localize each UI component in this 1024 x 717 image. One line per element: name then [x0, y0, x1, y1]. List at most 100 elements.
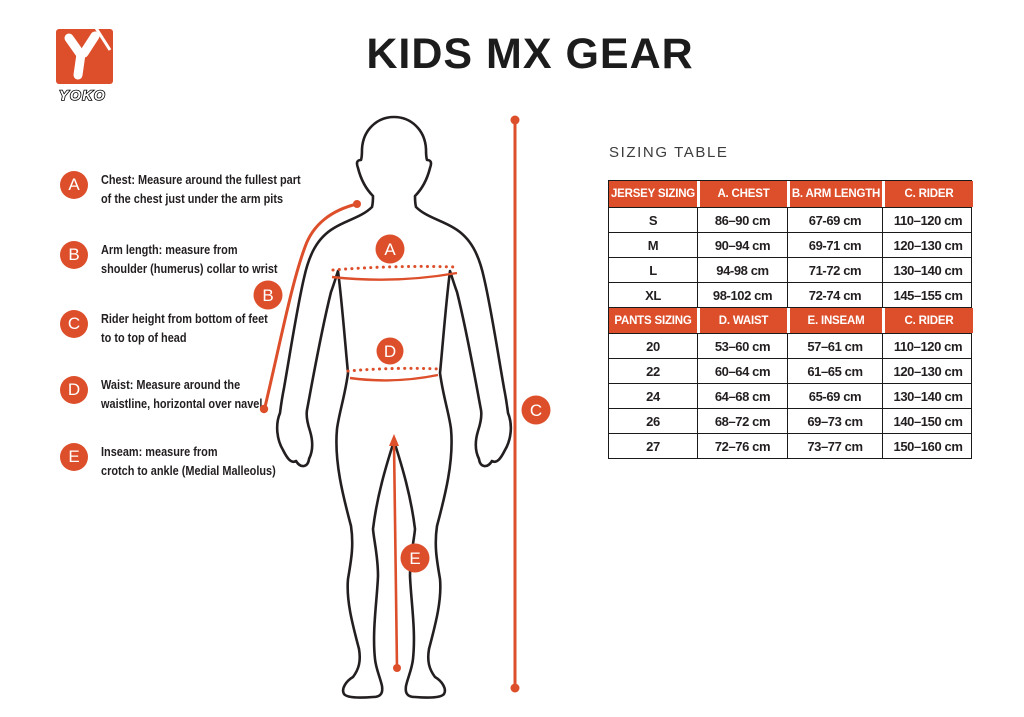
logo-text: YOKO — [59, 87, 106, 103]
legend-item-rider-height: C Rider height from bottom of feet to to… — [60, 309, 300, 347]
table-cell: 90–94 cm — [697, 233, 787, 257]
table-cell: 20 — [646, 339, 660, 354]
table-cell: XL — [645, 288, 661, 303]
table-cell: L — [649, 263, 657, 278]
legend-line: waistline, horizontal over navel — [101, 396, 263, 411]
table-row: XL 98-102 cm 72-74 cm 145–155 cm — [609, 282, 971, 307]
page-title: KIDS MX GEAR — [366, 30, 694, 78]
table-cell: S — [648, 213, 658, 228]
legend-text-rider-height: Rider height from bottom of feet to to t… — [101, 309, 268, 347]
table-cell: 60–64 cm — [697, 359, 787, 383]
table-cell: 120–130 cm — [882, 359, 973, 383]
marker-e-badge: E — [60, 443, 88, 471]
legend-line: Waist: Measure around the — [101, 377, 241, 392]
column-header: B. ARM LENGTH — [787, 181, 882, 207]
table-row: 24 64–68 cm 65-69 cm 130–140 cm — [609, 383, 971, 408]
marker-b-letter: B — [262, 286, 273, 305]
legend-item-arm-length: B Arm length: measure from shoulder (hum… — [60, 240, 311, 278]
column-header: C. RIDER HEIGHT — [882, 181, 973, 207]
table-cell: 73–77 cm — [787, 434, 882, 458]
legend-line: Chest: Measure around the fullest part — [101, 172, 301, 187]
table-cell: 130–140 cm — [882, 384, 973, 408]
chest-solid-line — [331, 271, 458, 281]
table-cell: 72–76 cm — [697, 434, 787, 458]
table-cell: 27 — [646, 439, 660, 454]
marker-d-badge: D — [60, 376, 88, 404]
table-cell: 86–90 cm — [697, 208, 787, 232]
waist-solid-line — [349, 373, 439, 382]
table-cell: 24 — [646, 389, 660, 404]
table-cell: 67-69 cm — [787, 208, 882, 232]
inseam-line — [392, 442, 399, 669]
table-row: L 94-98 cm 71-72 cm 130–140 cm — [609, 257, 971, 282]
marker-b-badge: B — [60, 241, 88, 269]
marker-a-letter: A — [384, 240, 396, 259]
table-cell: 110–120 cm — [882, 334, 973, 358]
marker-e-letter: E — [409, 549, 420, 568]
legend-line: shoulder (humerus) collar to wrist — [101, 261, 278, 276]
column-header: D. WAIST — [697, 308, 787, 333]
marker-d-circle — [376, 337, 404, 365]
column-header: JERSEY SIZING — [609, 181, 697, 207]
table-cell: 69-71 cm — [787, 233, 882, 257]
sizing-table-title: SIZING TABLE — [609, 144, 729, 161]
yoko-logo: YOKO — [56, 27, 113, 104]
column-header: C. RIDER HEIGHT — [882, 308, 973, 333]
marker-a-badge: A — [60, 171, 88, 199]
legend-item-inseam: E Inseam: measure from crotch to ankle (… — [60, 442, 309, 480]
table-cell: 64–68 cm — [697, 384, 787, 408]
table-cell: 130–140 cm — [882, 258, 973, 282]
measurement-endpoints — [259, 115, 520, 693]
pants-header-row: PANTS SIZING D. WAIST E. INSEAM C. RIDER… — [609, 307, 973, 333]
legend-item-chest: A Chest: Measure around the fullest part… — [60, 170, 339, 208]
legend-text-waist: Waist: Measure around the waistline, hor… — [101, 375, 262, 413]
table-row: M 90–94 cm 69-71 cm 120–130 cm — [609, 232, 971, 257]
table-cell: 72-74 cm — [787, 283, 882, 307]
measurement-lines — [263, 120, 517, 688]
table-cell: 120–130 cm — [882, 233, 973, 257]
body-outline — [275, 115, 513, 699]
inseam-arrowhead — [389, 434, 399, 446]
body-measurement-diagram: A B D C E — [253, 115, 551, 699]
table-cell: 71-72 cm — [787, 258, 882, 282]
legend-line: crotch to ankle (Medial Malleolus) — [101, 463, 276, 478]
table-cell: 53–60 cm — [697, 334, 787, 358]
marker-d-letter: D — [384, 342, 396, 361]
marker-c-circle — [521, 395, 551, 425]
legend-text-chest: Chest: Measure around the fullest part o… — [101, 170, 301, 208]
table-cell: 110–120 cm — [882, 208, 973, 232]
table-cell: 94-98 cm — [697, 258, 787, 282]
table-cell: 69–73 cm — [787, 409, 882, 433]
table-cell: 68–72 cm — [697, 409, 787, 433]
table-row: 22 60–64 cm 61–65 cm 120–130 cm — [609, 358, 971, 383]
table-row: 20 53–60 cm 57–61 cm 110–120 cm — [609, 333, 971, 358]
column-header: A. CHEST — [697, 181, 787, 207]
marker-c-badge: C — [60, 310, 88, 338]
legend-line: Inseam: measure from — [101, 444, 218, 459]
legend-line: Rider height from bottom of feet — [101, 311, 268, 326]
table-row: 27 72–76 cm 73–77 cm 150–160 cm — [609, 433, 971, 458]
chest-dotted-line — [331, 264, 458, 272]
arm-length-line — [263, 202, 358, 408]
sizing-table: JERSEY SIZING A. CHEST B. ARM LENGTH C. … — [608, 180, 973, 459]
legend-text-arm-length: Arm length: measure from shoulder (humer… — [101, 240, 278, 278]
table-cell: 145–155 cm — [882, 283, 973, 307]
marker-c-letter: C — [530, 401, 542, 420]
logo-slash — [94, 27, 112, 51]
table-cell: 140–150 cm — [882, 409, 973, 433]
table-cell: 26 — [646, 414, 660, 429]
column-header: E. INSEAM — [787, 308, 882, 333]
column-header: PANTS SIZING — [609, 308, 697, 333]
table-cell: 65-69 cm — [787, 384, 882, 408]
table-cell: 61–65 cm — [787, 359, 882, 383]
table-cell: 22 — [646, 364, 660, 379]
legend-line: of the chest just under the arm pits — [101, 191, 284, 206]
legend-line: to to top of head — [101, 330, 187, 345]
marker-e-circle — [400, 543, 430, 573]
table-cell: 57–61 cm — [787, 334, 882, 358]
table-cell: M — [647, 238, 659, 253]
table-row: 26 68–72 cm 69–73 cm 140–150 cm — [609, 408, 971, 433]
legend-line: Arm length: measure from — [101, 242, 238, 257]
table-cell: 98-102 cm — [697, 283, 787, 307]
